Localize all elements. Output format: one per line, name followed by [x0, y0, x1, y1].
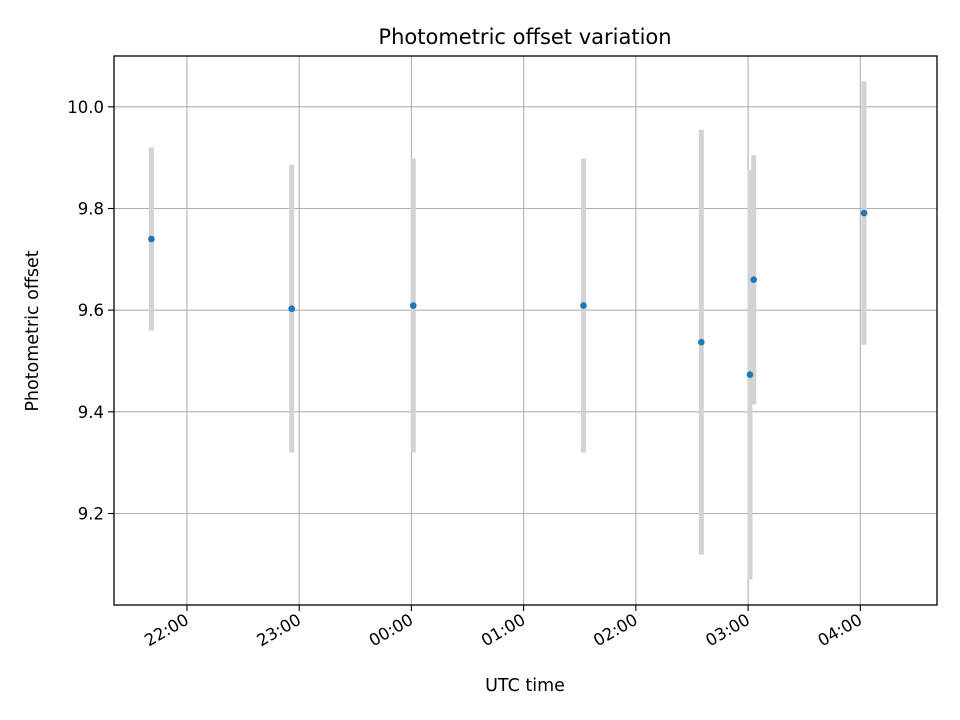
y-axis: 9.2 9.4 9.6 9.8 10.0: [67, 98, 114, 524]
chart-title: Photometric offset variation: [378, 25, 671, 49]
plot-background: [114, 56, 937, 605]
x-tick-label: 02:00: [590, 610, 641, 650]
x-tick-label: 04:00: [815, 610, 866, 650]
data-point: [746, 371, 754, 379]
y-axis-label: Photometric offset: [23, 250, 43, 411]
y-tick-label: 9.2: [78, 505, 104, 524]
y-tick-label: 9.8: [78, 200, 104, 219]
y-tick-label: 9.4: [78, 403, 104, 422]
data-point: [580, 302, 587, 309]
data-point: [698, 338, 705, 346]
data-point: [860, 209, 868, 217]
x-tick-label: 03:00: [702, 610, 753, 650]
data-point: [288, 305, 295, 312]
x-axis: 22:00 23:00 00:00 01:00 02:00 03:00 04:00: [141, 605, 865, 650]
x-tick-label: 22:00: [141, 610, 192, 650]
y-tick-label: 9.6: [78, 301, 104, 320]
data-points: [148, 209, 868, 379]
data-point: [409, 302, 417, 309]
data-point: [148, 235, 155, 243]
plot-area: [113, 55, 938, 606]
x-tick-label: 23:00: [253, 610, 304, 650]
x-tick-label: 01:00: [478, 610, 529, 650]
x-tick-label: 00:00: [366, 610, 417, 650]
y-tick-label: 10.0: [67, 98, 104, 117]
data-point: [750, 276, 757, 283]
x-axis-label: UTC time: [485, 676, 565, 696]
plot-frame: [113, 55, 938, 606]
